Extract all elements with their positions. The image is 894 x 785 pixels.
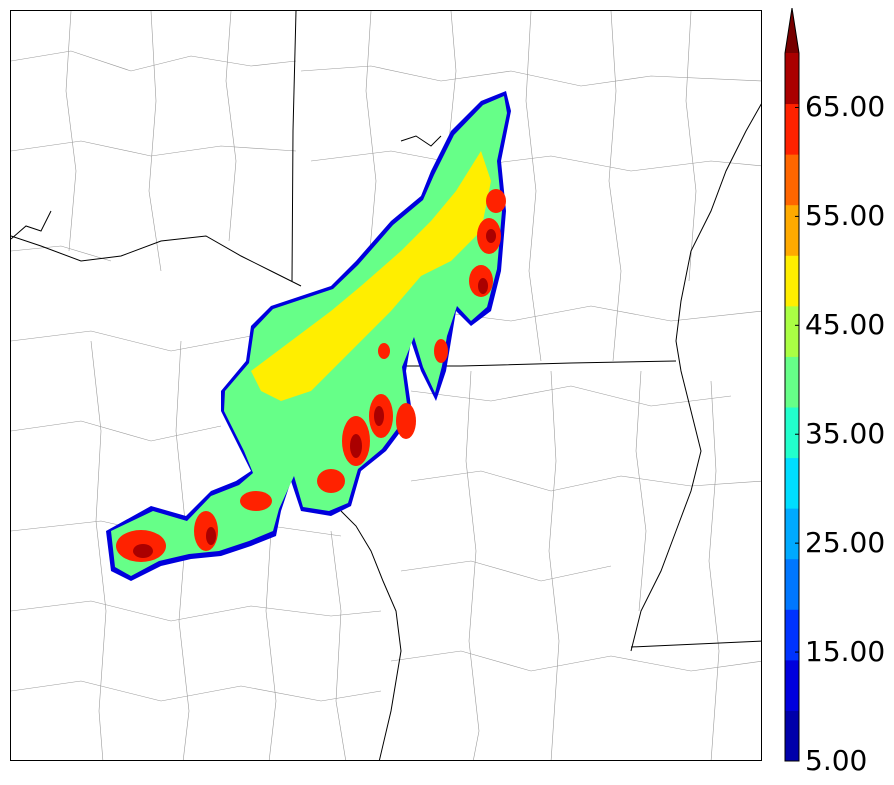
colorbar-tick-label: 55.00 <box>805 199 886 233</box>
colorbar-tick-label: 25.00 <box>805 526 886 560</box>
radar-map <box>10 10 762 761</box>
colorbar-segment <box>785 255 799 307</box>
colorbar-tick-label: 5.00 <box>805 744 868 777</box>
colorbar-segment <box>785 407 799 459</box>
map-canvas <box>11 11 761 760</box>
colorbar-segment <box>785 154 799 206</box>
colorbar-tick-label: 15.00 <box>805 635 886 669</box>
colorbar-segment <box>785 710 799 762</box>
colorbar-segment <box>785 53 799 105</box>
colorbar-segment <box>785 457 799 509</box>
colorbar-segment <box>785 356 799 408</box>
colorbar-segment <box>785 204 799 256</box>
echo-45 <box>251 151 491 401</box>
colorbar-segment <box>785 508 799 560</box>
colorbar-tick-label: 35.00 <box>805 417 886 451</box>
colorbar-segment <box>785 558 799 610</box>
colorbar-tick-label: 45.00 <box>805 308 886 342</box>
colorbar-segment <box>785 609 799 661</box>
colorbar-strip <box>784 8 800 762</box>
colorbar-tick-label: 65.00 <box>805 90 886 124</box>
county-boundaries <box>11 11 761 760</box>
reflectivity-contours <box>106 91 511 581</box>
colorbar-segment <box>785 659 799 711</box>
colorbar: 5.00 15.00 25.00 35.00 45.00 55.00 65.00 <box>783 8 894 778</box>
colorbar-extend-arrow <box>785 8 799 53</box>
colorbar-segment <box>785 305 799 357</box>
echo-max-cores <box>133 229 496 558</box>
colorbar-segment <box>785 103 799 155</box>
